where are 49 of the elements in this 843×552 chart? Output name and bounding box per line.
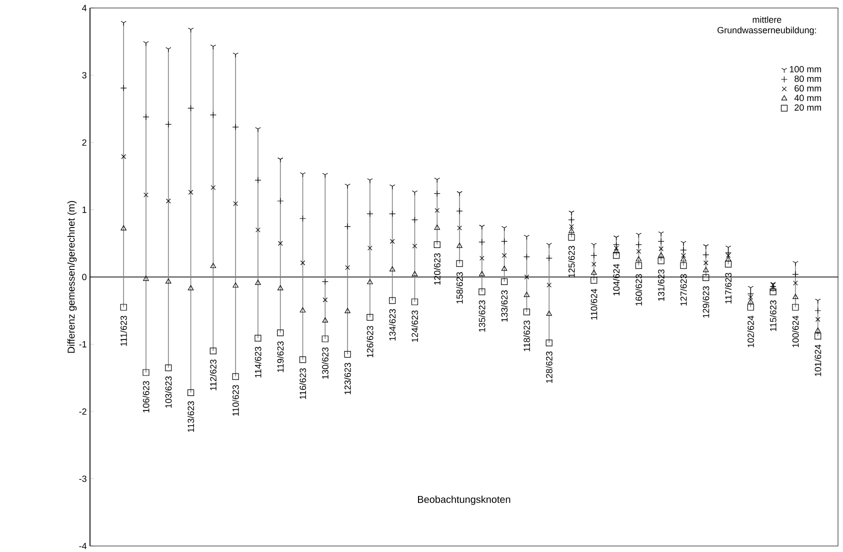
x-tick-label: 104/624 bbox=[613, 264, 620, 296]
x-tick-label: 101/624 bbox=[814, 344, 822, 376]
x-tick-label: 106/623 bbox=[142, 381, 150, 412]
legend-title: mittlere Grundwasserneubildung: bbox=[718, 16, 816, 36]
x-tick-label: 125/623 bbox=[568, 246, 575, 278]
x-tick-label: 134/623 bbox=[389, 309, 396, 340]
y-tick-label: -2 bbox=[79, 408, 86, 415]
legend-label: 80 mm bbox=[794, 76, 822, 82]
x-tick-label: 158/623 bbox=[456, 272, 463, 304]
x-tick-label: 120/623 bbox=[434, 253, 440, 285]
y-tick-label: -4 bbox=[79, 542, 87, 550]
y-tick-label: -3 bbox=[79, 476, 86, 482]
y-tick-label: 0 bbox=[82, 274, 86, 280]
x-tick-label: 114/623 bbox=[254, 346, 262, 378]
legend-label: 60 mm bbox=[794, 85, 822, 92]
y-tick-label: 2 bbox=[82, 139, 86, 146]
x-tick-label: 110/623 bbox=[232, 385, 239, 416]
x-tick-label: 103/623 bbox=[165, 376, 172, 408]
x-tick-label: 127/623 bbox=[680, 274, 687, 306]
x-tick-label: 135/623 bbox=[478, 300, 486, 332]
x-tick-label: 129/623 bbox=[702, 286, 710, 318]
legend-label: 40 mm bbox=[794, 94, 822, 102]
x-tick-label: 110/624 bbox=[590, 288, 598, 320]
x-tick-label: 131/623 bbox=[658, 269, 664, 301]
x-tick-label: 112/623 bbox=[210, 360, 216, 390]
x-tick-label: 160/623 bbox=[635, 274, 642, 306]
y-tick-label: 4 bbox=[82, 4, 87, 12]
x-tick-label: 116/623 bbox=[299, 368, 306, 399]
x-tick-label: 123/623 bbox=[344, 362, 351, 394]
y-tick-label: -1 bbox=[79, 341, 86, 348]
x-tick-label: 113/623 bbox=[187, 401, 194, 432]
y-tick-label: 1 bbox=[82, 206, 86, 213]
legend-label: 20 mm bbox=[794, 104, 822, 111]
x-tick-label: 128/623 bbox=[546, 352, 552, 383]
x-tick-label: 118/623 bbox=[523, 320, 530, 352]
y-axis-title: Differenz gemessen/gerechnet (m) bbox=[67, 201, 77, 353]
x-tick-label: 124/623 bbox=[411, 310, 418, 342]
x-tick-label: 119/623 bbox=[277, 341, 284, 372]
x-tick-label: 117/623 bbox=[724, 272, 732, 304]
x-tick-label: 100/624 bbox=[792, 316, 799, 348]
x-tick-label: 102/624 bbox=[747, 316, 754, 348]
y-tick-label: 3 bbox=[82, 72, 86, 78]
x-axis-title: Beobachtungsknoten bbox=[418, 496, 510, 505]
legend-label: 100 mm bbox=[790, 66, 822, 72]
x-tick-label: 133/623 bbox=[501, 290, 508, 322]
x-tick-label: 126/623 bbox=[366, 326, 374, 358]
x-tick-label: 130/623 bbox=[322, 347, 328, 379]
x-tick-label: 115/623 bbox=[770, 300, 776, 332]
x-tick-label: 111/623 bbox=[120, 316, 127, 346]
